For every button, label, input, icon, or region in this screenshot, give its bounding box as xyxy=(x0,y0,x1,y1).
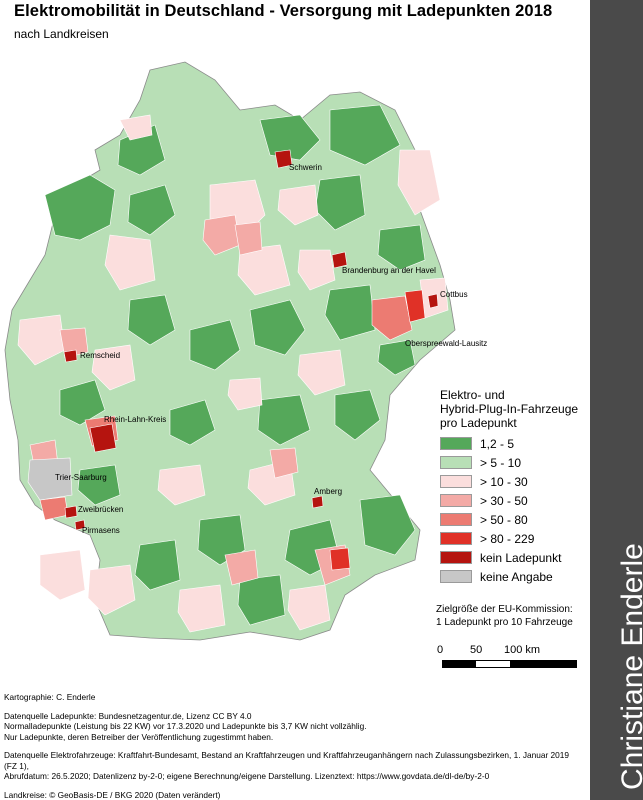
region-class-80-to-229 xyxy=(329,289,426,571)
legend-swatch xyxy=(440,570,472,583)
legend-item: 1,2 - 5 xyxy=(440,434,590,453)
credit-chargers-1: Datenquelle Ladepunkte: Bundesnetzagentu… xyxy=(4,710,252,721)
map-labels: Schwerin Brandenburg an der Havel Cottbu… xyxy=(55,163,487,535)
label-cottbus: Cottbus xyxy=(440,290,468,299)
legend-item: keine Angabe xyxy=(440,567,590,586)
credit-cartography: Kartographie: C. Enderle xyxy=(4,692,96,702)
legend-item: > 5 - 10 xyxy=(440,453,590,472)
credit-vehicles-1: Datenquelle Elektrofahrzeuge: Kraftfahrt… xyxy=(4,750,570,771)
map-subtitle: nach Landkreisen xyxy=(14,27,109,41)
legend-label: > 5 - 10 xyxy=(480,455,522,470)
legend-label: > 10 - 30 xyxy=(480,474,528,489)
label-rhein-lahn: Rhein-Lahn-Kreis xyxy=(104,415,166,424)
region-no-charging-point xyxy=(63,149,439,531)
region-class-10-to-30 xyxy=(17,114,449,633)
credits: Kartographie: C. Enderle Datenquelle Lad… xyxy=(4,692,584,800)
map-title: Elektromobilität in Deutschland - Versor… xyxy=(14,2,553,20)
legend-label: kein Ladepunkt xyxy=(480,550,562,565)
legend-label: 1,2 - 5 xyxy=(480,436,515,451)
author-sidebar xyxy=(590,0,643,800)
legend-label: > 30 - 50 xyxy=(480,493,528,508)
label-zweibruecken: Zweibrücken xyxy=(78,505,123,514)
legend-swatch xyxy=(440,551,472,564)
scale-label-50: 50 xyxy=(470,644,483,656)
legend-label: > 80 - 229 xyxy=(480,531,535,546)
label-remscheid: Remscheid xyxy=(80,351,120,360)
legend-swatch xyxy=(440,513,472,526)
legend-item: > 80 - 229 xyxy=(440,529,590,548)
legend-swatch xyxy=(440,456,472,469)
credit-chargers-2: Normalladepunkte (Leistung bis 22 KW) vo… xyxy=(4,721,367,731)
author-name: Christiane Enderle xyxy=(616,543,643,790)
scale-label-0: 0 xyxy=(437,644,444,656)
legend-swatch xyxy=(440,532,472,545)
credit-vehicles-2: Abrufdatum: 26.5.2020; Datenlizenz by-2-… xyxy=(4,771,490,781)
map-legend: Elektro- und Hybrid-Plug-In-Fahrzeuge pr… xyxy=(440,388,590,586)
legend-swatch xyxy=(440,437,472,450)
germany-district-map: Schwerin Brandenburg an der Havel Cottbu… xyxy=(4,61,487,641)
label-pirmasens: Pirmasens xyxy=(82,526,120,535)
legend-label: keine Angabe xyxy=(480,569,553,584)
legend-item: > 30 - 50 xyxy=(440,491,590,510)
credit-boundaries: Landkreise: © GeoBasis-DE / BKG 2020 (Da… xyxy=(4,789,221,800)
scale-label-100: 100 km xyxy=(504,644,541,656)
legend-item: kein Ladepunkt xyxy=(440,548,590,567)
region-no-data xyxy=(27,457,73,501)
credit-chargers-3: Nur Ladepunkte, deren Betreiber der Verö… xyxy=(4,731,274,742)
label-brandenburg: Brandenburg an der Havel xyxy=(342,266,436,275)
legend-item: > 50 - 80 xyxy=(440,510,590,529)
scale-labels: 0 50 100 km xyxy=(437,644,587,658)
scale-bar xyxy=(442,660,577,668)
legend-swatch xyxy=(440,494,472,507)
label-schwerin: Schwerin xyxy=(289,163,322,172)
label-oberspreewald: Oberspreewald-Lausitz xyxy=(405,339,487,348)
legend-title: Elektro- und Hybrid-Plug-In-Fahrzeuge pr… xyxy=(440,388,579,430)
eu-target-note: Zielgröße der EU-Kommission: 1 Ladepunkt… xyxy=(436,604,573,628)
legend-item: > 10 - 30 xyxy=(440,472,590,491)
label-amberg: Amberg xyxy=(314,487,342,496)
legend-label: > 50 - 80 xyxy=(480,512,528,527)
legend-swatch xyxy=(440,475,472,488)
label-trier: Trier-Saarburg xyxy=(55,473,107,482)
